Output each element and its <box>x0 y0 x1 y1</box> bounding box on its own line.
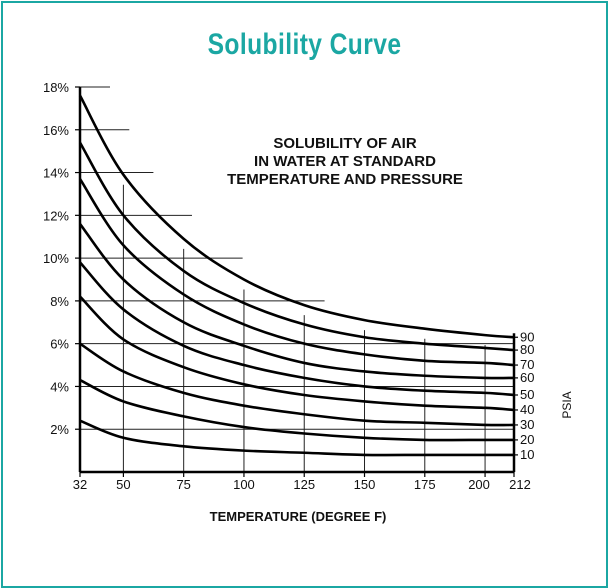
series-label-90: 90 <box>520 329 534 344</box>
curves <box>78 94 515 457</box>
x-tick-label: 150 <box>354 477 376 492</box>
y-tick-label: 12% <box>43 208 69 223</box>
series-label-20: 20 <box>520 432 534 447</box>
y-tick-label: 8% <box>50 294 69 309</box>
subtitle-line-2: IN WATER AT STANDARD <box>254 153 436 170</box>
x-tick-label: 175 <box>414 477 436 492</box>
curve-80-psia <box>78 141 515 352</box>
y-tick-label: 18% <box>43 80 69 95</box>
x-axis-label: TEMPERATURE (DEGREE F) <box>210 509 387 524</box>
y-tick-label: 2% <box>50 422 69 437</box>
series-label-70: 70 <box>520 357 534 372</box>
curve-90-psia <box>78 94 515 339</box>
series-label-40: 40 <box>520 402 534 417</box>
curve-50-psia <box>79 261 515 397</box>
curve-30-psia <box>79 342 515 427</box>
curve-70-psia <box>78 178 515 367</box>
curve-60-psia <box>78 223 515 380</box>
x-tick-label: 212 <box>509 477 531 492</box>
y-tick-label: 10% <box>43 251 69 266</box>
series-label-80: 80 <box>520 342 534 357</box>
x-tick-label: 200 <box>468 477 490 492</box>
series-label-60: 60 <box>520 370 534 385</box>
y-tick-label: 16% <box>43 123 69 138</box>
page-title: Solubility Curve <box>207 28 402 61</box>
tick-labels: 1020304050607080902%4%6%8%10%12%14%16%18… <box>43 80 535 492</box>
y-tick-label: 14% <box>43 166 69 181</box>
axes <box>75 86 518 477</box>
subtitle-line-3: TEMPERATURE AND PRESSURE <box>227 171 463 188</box>
x-tick-label: 75 <box>176 477 190 492</box>
subtitle-line-1: SOLUBILITY OF AIR <box>273 135 417 152</box>
series-label-30: 30 <box>520 417 534 432</box>
x-tick-label: 32 <box>73 477 87 492</box>
psia-axis-label: PSIA <box>560 391 574 418</box>
series-label-10: 10 <box>520 447 534 462</box>
curve-20-psia <box>79 378 514 442</box>
x-tick-label: 125 <box>293 477 315 492</box>
curve-40-psia <box>79 295 515 412</box>
x-tick-label: 50 <box>116 477 130 492</box>
y-tick-label: 4% <box>50 379 69 394</box>
series-label-50: 50 <box>520 387 534 402</box>
x-tick-label: 100 <box>233 477 255 492</box>
curve-10-psia <box>79 419 514 457</box>
y-tick-label: 6% <box>50 337 69 352</box>
